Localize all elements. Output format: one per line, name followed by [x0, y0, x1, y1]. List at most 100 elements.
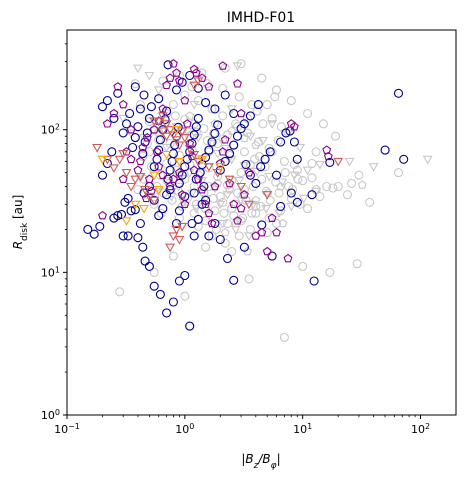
data-point-circle-s3-86 — [193, 113, 203, 123]
data-point-circle-s0-75 — [274, 188, 284, 198]
data-point-triangle-s1-4 — [189, 101, 200, 110]
data-point-circle-s0-15 — [307, 173, 317, 183]
data-point-circle-s0-168 — [234, 92, 244, 102]
data-point-pentagon-s4-36 — [233, 216, 242, 225]
data-point-triangle-s5-3 — [114, 155, 125, 165]
data-point-triangle-s5-27 — [236, 182, 247, 192]
data-point-pentagon-s4-1 — [102, 119, 112, 128]
data-point-circle-s0-34 — [197, 68, 207, 78]
data-point-circle-s3-26 — [185, 321, 195, 331]
data-point-circle-s0-39 — [286, 96, 296, 106]
data-point-circle-s3-104 — [260, 154, 270, 164]
data-point-circle-s3-4 — [102, 158, 112, 169]
data-point-triangle-s1-48 — [220, 144, 231, 154]
data-point-triangle-s6-0 — [97, 155, 108, 165]
data-point-circle-s3-53 — [121, 119, 132, 129]
data-point-circle-s3-44 — [325, 157, 335, 167]
data-point-pentagon-s2-14 — [225, 184, 235, 194]
data-point-circle-s0-153 — [156, 208, 166, 218]
data-point-pentagon-s4-2 — [109, 108, 119, 118]
data-point-circle-s0-135 — [257, 174, 267, 184]
data-point-triangle-s1-43 — [289, 171, 300, 181]
data-point-circle-s3-135 — [158, 204, 168, 214]
data-point-circle-s0-55 — [180, 90, 190, 100]
data-point-pentagon-s4-53 — [204, 82, 214, 91]
data-point-circle-s0-2 — [180, 291, 190, 301]
data-point-triangle-s5-0 — [92, 143, 103, 153]
x-tick-label-3: 102 — [411, 422, 430, 437]
data-point-triangle-s1-19 — [222, 191, 233, 200]
data-point-circle-s3-60 — [140, 137, 150, 147]
data-point-pentagon-s4-35 — [229, 199, 239, 209]
data-point-pentagon-s4-26 — [197, 184, 207, 194]
data-point-triangle-s5-16 — [168, 131, 179, 141]
data-point-circle-s0-99 — [289, 159, 299, 170]
data-point-circle-s3-46 — [393, 88, 404, 98]
data-point-circle-s0-133 — [295, 199, 305, 209]
data-point-circle-s0-100 — [264, 213, 274, 223]
data-point-pentagon-s4-45 — [283, 253, 293, 263]
data-point-circle-s3-107 — [276, 137, 286, 147]
data-point-circle-s3-110 — [289, 137, 299, 147]
data-point-circle-s0-43 — [322, 181, 332, 192]
data-point-triangle-s6-1 — [121, 217, 132, 226]
data-point-circle-s3-95 — [220, 156, 230, 166]
data-point-triangle-s6-8 — [174, 157, 185, 167]
data-point-circle-s3-102 — [251, 178, 261, 188]
data-point-circle-s3-12 — [123, 193, 133, 203]
data-point-triangle-s1-2 — [232, 62, 243, 72]
data-point-circle-s3-49 — [102, 96, 112, 106]
data-point-triangle-s5-34 — [174, 235, 185, 245]
data-point-circle-s3-105 — [265, 147, 275, 157]
data-point-pentagon-s4-32 — [218, 147, 228, 156]
data-point-pentagon-s4-66 — [126, 154, 136, 164]
data-point-triangle-s6-6 — [161, 150, 172, 160]
data-point-triangle-s5-9 — [140, 186, 151, 195]
x-axis-label: |Bz/Bφ| — [241, 452, 280, 471]
data-point-pentagon-s4-52 — [197, 73, 207, 82]
data-point-circle-s0-31 — [130, 79, 140, 89]
data-point-triangle-s1-11 — [118, 114, 129, 124]
data-point-circle-s3-9 — [118, 231, 128, 241]
data-point-circle-s0-27 — [165, 138, 175, 149]
x-tick-label-1: 100 — [175, 422, 194, 437]
data-point-circle-s3-51 — [113, 88, 123, 98]
data-point-pentagon-s4-29 — [207, 218, 217, 228]
data-point-circle-s3-125 — [245, 111, 255, 121]
data-point-pentagon-s4-34 — [225, 178, 235, 188]
data-point-circle-s0-158 — [231, 199, 241, 209]
data-point-circle-s3-89 — [201, 152, 211, 162]
data-point-triangle-s5-17 — [171, 136, 182, 145]
data-point-circle-s3-91 — [207, 137, 217, 147]
data-points — [83, 59, 433, 342]
data-point-pentagon-s4-59 — [177, 190, 187, 199]
data-point-triangle-s5-15 — [165, 126, 176, 135]
x-tick-label-2: 101 — [293, 422, 312, 437]
data-point-circle-s0-12 — [365, 197, 375, 207]
data-point-pentagon-s4-30 — [210, 181, 220, 191]
data-point-circle-s0-5 — [227, 246, 237, 257]
data-point-circle-s3-48 — [97, 102, 108, 112]
data-point-triangle-s1-6 — [267, 120, 278, 129]
data-point-triangle-s5-18 — [174, 141, 185, 151]
data-point-circle-s3-133 — [191, 174, 201, 184]
data-point-triangle-s1-24 — [286, 202, 297, 212]
data-point-circle-s0-52 — [218, 111, 228, 121]
data-point-circle-s3-67 — [155, 135, 165, 145]
data-point-triangle-s5-14 — [161, 120, 172, 129]
data-point-pentagon-s2-7 — [220, 227, 230, 237]
data-point-circle-s0-128 — [354, 170, 364, 180]
data-point-triangle-s1-50 — [182, 128, 193, 137]
data-point-triangle-s1-45 — [314, 160, 325, 170]
data-point-pentagon-s4-22 — [185, 138, 195, 148]
data-point-circle-s0-166 — [276, 122, 286, 132]
data-point-triangle-s5-26 — [224, 175, 235, 185]
data-point-pentagon-s4-28 — [204, 208, 214, 217]
data-point-triangle-s5-38 — [149, 117, 160, 127]
data-point-circle-s3-33 — [215, 234, 225, 245]
data-point-circle-s3-22 — [162, 308, 172, 318]
data-point-circle-s0-127 — [347, 178, 357, 188]
data-point-pentagon-s4-25 — [193, 174, 203, 183]
data-point-pentagon-s4-19 — [174, 76, 184, 85]
data-point-triangle-s1-38 — [226, 155, 237, 165]
